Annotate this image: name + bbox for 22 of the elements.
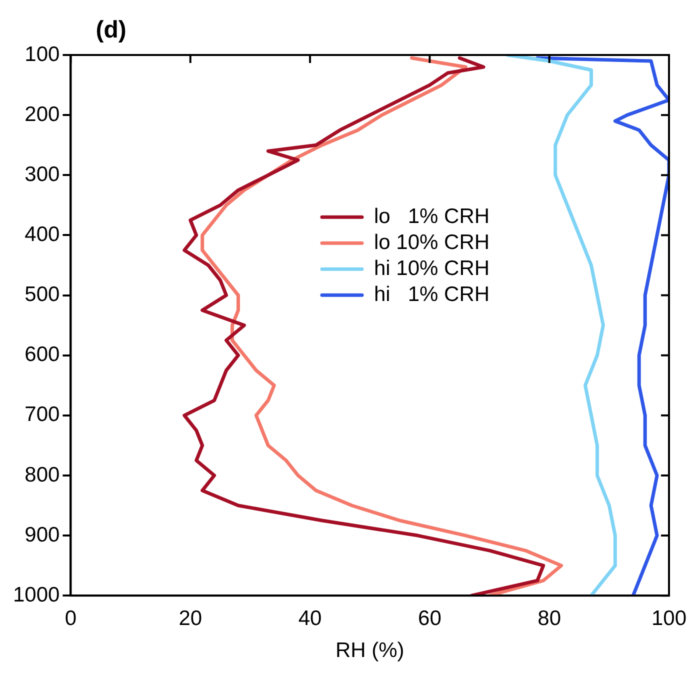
legend-label: lo 10% CRH [374,230,490,254]
y-tick-label: 300 [24,162,60,186]
x-tick-label: 40 [298,606,322,630]
y-tick-label: 500 [24,283,60,306]
y-tick-label: 400 [24,222,60,246]
legend-label: hi 10% CRH [374,256,490,280]
y-tick-label: 200 [24,102,60,126]
x-tick-label: 20 [178,606,202,630]
legend-label: hi 1% CRH [374,282,490,306]
legend-label: lo 1% CRH [374,204,490,228]
y-tick-label: 600 [24,343,60,366]
chart-title: (d) [96,16,126,44]
x-axis-title: RH (%) [335,639,404,662]
y-tick-label: 800 [24,463,60,486]
y-tick-label: 100 [24,42,60,66]
y-tick-label: 1000 [13,583,60,606]
x-tick-label: 80 [538,606,562,630]
y-tick-label: 900 [24,523,60,546]
y-tick-label: 700 [24,403,60,426]
x-tick-label: 0 [64,606,77,630]
x-tick-label: 60 [418,606,442,630]
x-tick-label: 100 [651,606,687,630]
